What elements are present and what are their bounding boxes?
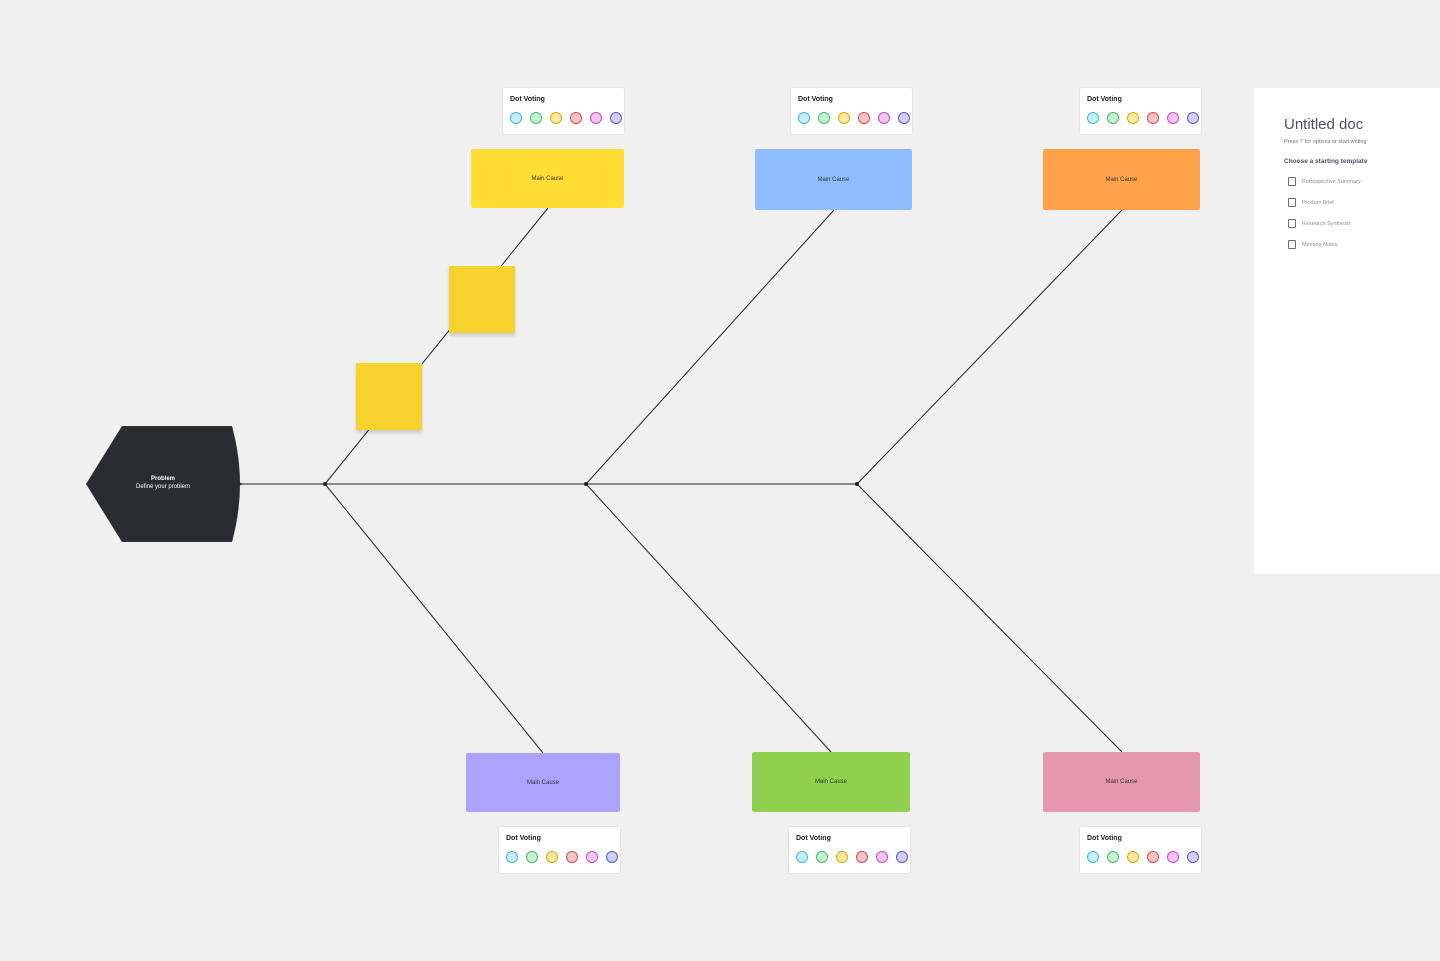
vote-dot[interactable] xyxy=(1087,851,1099,863)
vote-dot[interactable] xyxy=(530,112,542,124)
vote-dot[interactable] xyxy=(898,112,910,124)
vote-dot[interactable] xyxy=(506,851,518,863)
vote-dot[interactable] xyxy=(836,851,848,863)
vote-dot[interactable] xyxy=(610,112,622,124)
dot-voting-card[interactable]: Dot Voting xyxy=(1080,88,1201,134)
dot-voting-label: Dot Voting xyxy=(510,96,545,103)
bone xyxy=(585,483,832,753)
dot-voting-card[interactable]: Dot Voting xyxy=(503,88,624,134)
vote-dot[interactable] xyxy=(876,851,888,863)
main-cause-card[interactable]: Main Cause xyxy=(752,752,910,812)
template-item[interactable]: Retrospective Summary xyxy=(1288,177,1361,186)
vote-dot[interactable] xyxy=(510,112,522,124)
vote-dot[interactable] xyxy=(838,112,850,124)
vote-dot[interactable] xyxy=(546,851,558,863)
vote-dot[interactable] xyxy=(566,851,578,863)
dot-voting-label: Dot Voting xyxy=(1087,835,1122,842)
dot-voting-label: Dot Voting xyxy=(1087,96,1122,103)
doc-panel[interactable]: Untitled doc Press '/' for options or st… xyxy=(1254,88,1440,574)
sticky-note[interactable] xyxy=(449,266,515,333)
problem-title: Problem xyxy=(150,476,175,482)
vote-dot[interactable] xyxy=(1187,851,1199,863)
bone xyxy=(585,209,835,485)
dot-voting-label: Dot Voting xyxy=(506,835,541,842)
vote-dot[interactable] xyxy=(606,851,618,863)
problem-head[interactable]: Problem Define your problem xyxy=(86,426,240,542)
vote-dot[interactable] xyxy=(858,112,870,124)
bone xyxy=(856,209,1123,485)
vote-dot[interactable] xyxy=(896,851,908,863)
sticky-note[interactable] xyxy=(356,363,422,430)
vote-dot[interactable] xyxy=(1127,851,1139,863)
vote-dot[interactable] xyxy=(1187,112,1199,124)
vote-dot[interactable] xyxy=(818,112,830,124)
vote-dot[interactable] xyxy=(1147,851,1159,863)
main-cause-card[interactable]: Main Cause xyxy=(755,149,912,210)
template-item[interactable]: Research Synthesis xyxy=(1288,219,1351,228)
main-cause-card[interactable]: Main Cause xyxy=(466,753,620,812)
vote-dot[interactable] xyxy=(1107,851,1119,863)
vote-dot[interactable] xyxy=(550,112,562,124)
main-cause-card[interactable]: Main Cause xyxy=(471,149,624,208)
document-icon xyxy=(1288,198,1296,207)
vote-dot[interactable] xyxy=(856,851,868,863)
vote-dot[interactable] xyxy=(1087,112,1099,124)
vote-dot[interactable] xyxy=(1147,112,1159,124)
document-icon xyxy=(1288,177,1296,186)
template-heading: Choose a starting template xyxy=(1284,158,1368,165)
vote-dot[interactable] xyxy=(570,112,582,124)
dot-voting-card[interactable]: Dot Voting xyxy=(499,827,620,873)
main-cause-card[interactable]: Main Cause xyxy=(1043,149,1200,210)
vote-dot[interactable] xyxy=(796,851,808,863)
main-cause-card[interactable]: Main Cause xyxy=(1043,752,1200,812)
vote-dot[interactable] xyxy=(1167,112,1179,124)
vote-dot[interactable] xyxy=(586,851,598,863)
vote-dot[interactable] xyxy=(1107,112,1119,124)
document-icon xyxy=(1288,219,1296,228)
doc-title[interactable]: Untitled doc xyxy=(1284,116,1364,133)
vote-dot[interactable] xyxy=(816,851,828,863)
doc-hint: Press '/' for options or start writing xyxy=(1284,139,1367,145)
bone xyxy=(324,207,549,485)
template-item[interactable]: Product Brief xyxy=(1288,198,1334,207)
dot-voting-label: Dot Voting xyxy=(798,96,833,103)
document-icon xyxy=(1288,240,1296,249)
bone xyxy=(856,483,1123,753)
dot-voting-label: Dot Voting xyxy=(796,835,831,842)
vote-dot[interactable] xyxy=(798,112,810,124)
vote-dot[interactable] xyxy=(1167,851,1179,863)
dot-voting-card[interactable]: Dot Voting xyxy=(789,827,910,873)
vote-dot[interactable] xyxy=(590,112,602,124)
vote-dot[interactable] xyxy=(1127,112,1139,124)
vote-dot[interactable] xyxy=(878,112,890,124)
template-item[interactable]: Meeting Notes xyxy=(1288,240,1337,249)
vote-dot[interactable] xyxy=(526,851,538,863)
bone xyxy=(324,483,544,754)
problem-subtitle: Define your problem xyxy=(135,484,191,490)
dot-voting-card[interactable]: Dot Voting xyxy=(1080,827,1201,873)
dot-voting-card[interactable]: Dot Voting xyxy=(791,88,912,134)
